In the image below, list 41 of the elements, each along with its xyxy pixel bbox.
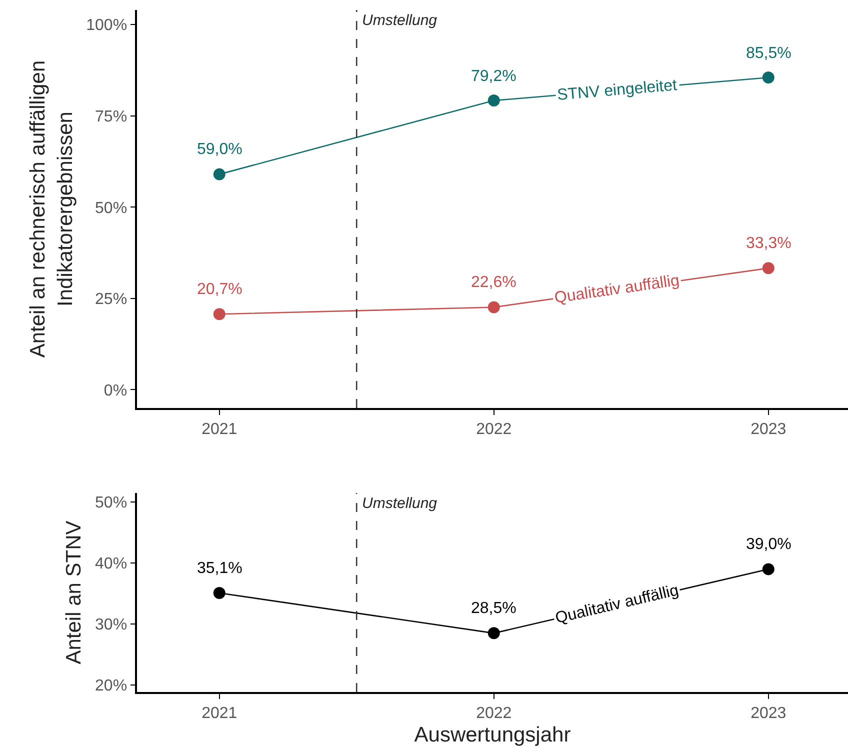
ref-line-label: Umstellung — [362, 12, 438, 29]
data-label: 39,0% — [746, 536, 792, 553]
data-label: 85,5% — [746, 45, 792, 62]
data-label: 79,2% — [471, 68, 516, 85]
point — [488, 301, 500, 314]
y-tick-label: 100% — [86, 17, 128, 34]
x-tick-label: 2022 — [476, 704, 512, 722]
point — [488, 627, 500, 640]
x-tick-label: 2023 — [750, 420, 786, 438]
y-tick-label: 0% — [104, 382, 128, 400]
data-label: 20,7% — [197, 281, 242, 298]
data-label: 22,6% — [471, 274, 516, 291]
point — [213, 586, 226, 599]
x-tick-label: 2021 — [202, 420, 238, 438]
x-tick-label: 2023 — [750, 704, 786, 722]
y-tick-label: 50% — [95, 494, 128, 512]
data-label: 28,5% — [471, 600, 516, 617]
data-label: 35,1% — [197, 560, 242, 577]
y-axis-title: Anteil an rechnerisch auffälligen Indikatorergebnissen — [26, 60, 77, 358]
point — [213, 168, 226, 180]
data-label: 33,3% — [746, 235, 792, 252]
x-tick-label: 2021 — [202, 704, 238, 722]
text: Qualitativ auffällig — [553, 272, 681, 307]
x-axis-title: Auswertungsjahr — [414, 724, 571, 747]
point — [488, 94, 500, 107]
y-tick-label: 40% — [95, 556, 128, 573]
y-axis-title: Anteil an STNV — [62, 520, 86, 664]
y-tick-label: 75% — [95, 108, 128, 126]
x-tick-label: 2022 — [476, 420, 512, 438]
ref-line-label: Umstellung — [362, 495, 438, 512]
data-label: 59,0% — [197, 141, 242, 158]
point — [762, 72, 774, 84]
series-label: STNV eingeleitet — [556, 77, 678, 104]
y-tick-label: 25% — [95, 291, 128, 308]
y-tick-label: 20% — [95, 678, 128, 695]
point — [213, 308, 226, 320]
y-tick-label: 30% — [95, 616, 128, 634]
point — [762, 563, 774, 576]
text: Qualitativ auffällig — [554, 582, 680, 628]
point — [762, 262, 774, 274]
y-tick-label: 50% — [95, 200, 128, 217]
